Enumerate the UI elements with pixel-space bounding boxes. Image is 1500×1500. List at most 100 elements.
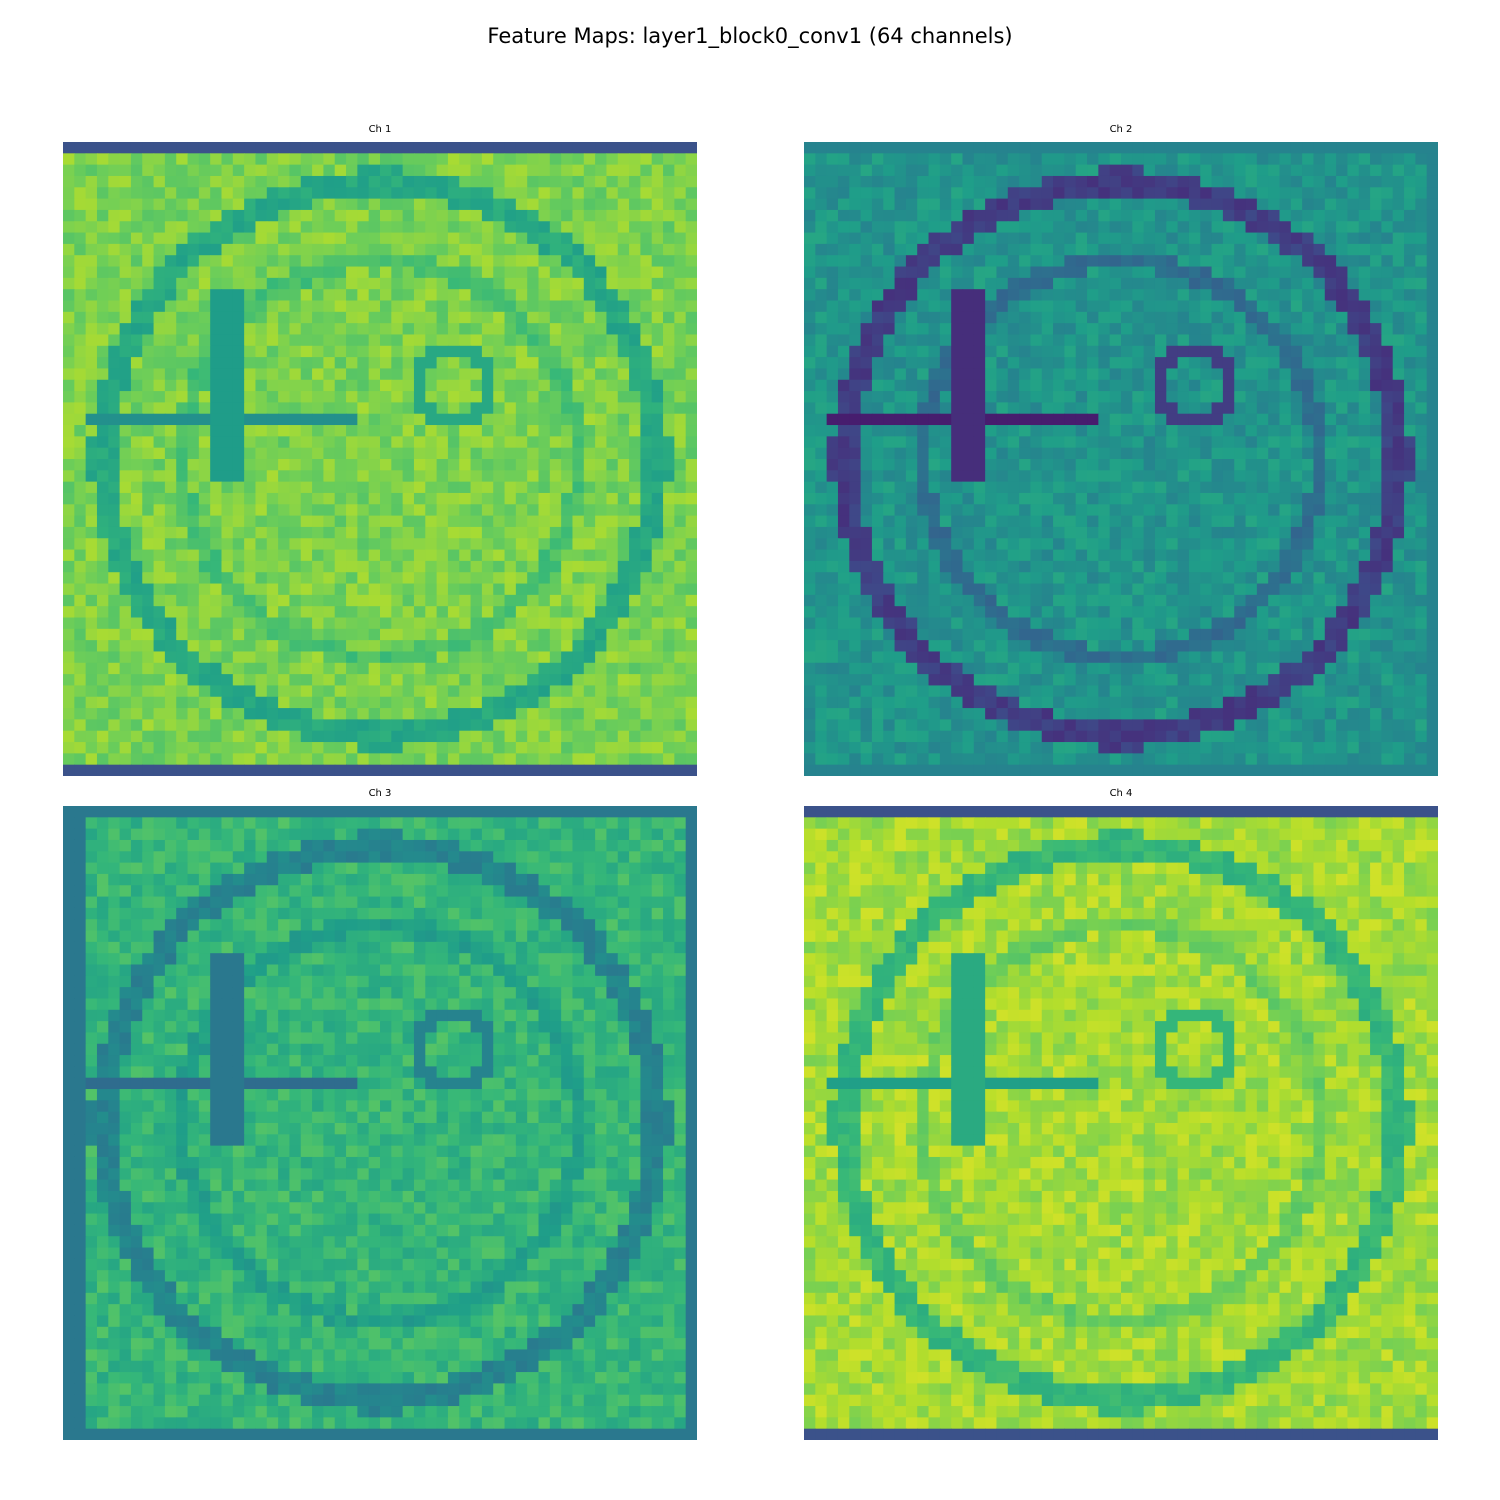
heatmap-cell <box>894 153 907 166</box>
heatmap-cell <box>221 594 234 607</box>
heatmap-cell <box>323 175 336 188</box>
heatmap-cell <box>1392 175 1405 188</box>
heatmap-cell <box>278 742 291 754</box>
heatmap-cell <box>1109 221 1122 234</box>
heatmap-cell <box>187 504 200 517</box>
heatmap-cell <box>1347 470 1360 483</box>
heatmap-cell <box>640 153 653 166</box>
heatmap-cell <box>1381 447 1394 460</box>
heatmap-cell <box>1087 379 1099 392</box>
heatmap-cell <box>436 357 449 370</box>
heatmap-cell <box>63 662 75 675</box>
heatmap-cell <box>391 436 404 449</box>
heatmap-cell <box>849 243 862 256</box>
heatmap-cell <box>436 764 449 776</box>
heatmap-cell <box>1007 266 1020 279</box>
heatmap-cell <box>368 311 381 324</box>
heatmap-cell <box>493 594 506 607</box>
heatmap-cell <box>583 425 596 437</box>
heatmap-cell <box>221 742 234 754</box>
heatmap-cell <box>391 357 404 370</box>
heatmap-cell <box>685 187 697 200</box>
heatmap-cell <box>493 685 506 698</box>
heatmap-cell <box>346 662 358 675</box>
heatmap-cell <box>849 481 862 494</box>
heatmap-cell <box>266 379 279 392</box>
heatmap-cell <box>595 549 608 562</box>
heatmap-cell <box>1392 379 1405 392</box>
heatmap-cell <box>1358 311 1371 324</box>
heatmap-cell <box>142 572 155 585</box>
heatmap-cell <box>504 526 517 539</box>
heatmap-cell <box>391 583 404 596</box>
heatmap-cell <box>595 345 608 358</box>
heatmap-cell <box>1279 243 1292 256</box>
heatmap-cell <box>266 413 279 426</box>
heatmap-cell <box>198 311 211 324</box>
heatmap-cell <box>187 402 200 415</box>
heatmap-cell <box>973 243 986 256</box>
heatmap-cell <box>312 221 324 234</box>
heatmap-cell <box>973 175 986 188</box>
heatmap-cell <box>685 549 697 562</box>
heatmap-cell <box>493 515 506 528</box>
heatmap-cell <box>1030 368 1043 381</box>
heatmap-cell <box>538 481 551 494</box>
heatmap-cell <box>300 696 313 709</box>
heatmap-cell <box>323 628 336 641</box>
heatmap-cell <box>894 164 907 177</box>
heatmap-cell <box>837 459 850 471</box>
heatmap-cell <box>1177 187 1190 200</box>
heatmap-cell <box>939 504 952 517</box>
heatmap-cell <box>939 243 952 256</box>
heatmap-cell <box>515 436 528 449</box>
heatmap-cell <box>1358 266 1371 279</box>
heatmap-cell <box>198 187 211 200</box>
heatmap-cell <box>1404 402 1416 415</box>
heatmap-cell <box>1347 379 1360 392</box>
heatmap-cell <box>130 402 143 415</box>
heatmap-cell <box>1019 459 1032 471</box>
heatmap-cell <box>391 594 404 607</box>
heatmap-cell <box>459 164 472 177</box>
heatmap-cell <box>210 696 223 709</box>
heatmap-cell <box>1336 504 1349 517</box>
heatmap-cell <box>357 221 370 234</box>
heatmap-cell <box>312 164 324 177</box>
heatmap-cell <box>413 662 426 675</box>
heatmap-cell <box>640 323 653 336</box>
heatmap-cell <box>1290 470 1303 483</box>
heatmap-cell <box>1188 255 1201 268</box>
heatmap-cell <box>1347 266 1360 279</box>
heatmap-cell <box>527 594 540 607</box>
heatmap-cell <box>651 323 664 336</box>
heatmap-cell <box>1109 345 1122 358</box>
heatmap-cell <box>629 266 641 279</box>
heatmap-cell <box>1404 300 1416 313</box>
heatmap-cell <box>346 187 358 200</box>
heatmap-cell <box>685 391 697 403</box>
heatmap-cell <box>1381 425 1394 437</box>
heatmap-cell <box>119 187 132 200</box>
heatmap-cell <box>459 492 472 505</box>
heatmap-cell <box>1370 323 1382 336</box>
heatmap-cell <box>504 232 517 245</box>
heatmap-cell <box>1347 368 1360 381</box>
heatmap-cell <box>210 289 223 302</box>
heatmap-cell <box>380 187 392 200</box>
heatmap-cell <box>549 255 562 268</box>
heatmap-cell <box>1381 391 1394 403</box>
heatmap-cell <box>436 379 449 392</box>
heatmap-cell <box>1188 357 1201 370</box>
heatmap-cell <box>815 504 828 517</box>
heatmap-cell <box>96 300 109 313</box>
heatmap-cell <box>323 515 336 528</box>
heatmap-cell <box>651 142 664 154</box>
heatmap-cell <box>1121 436 1133 449</box>
heatmap-cell <box>380 153 392 166</box>
heatmap-cell <box>380 198 392 211</box>
heatmap-cell <box>470 142 483 154</box>
heatmap-cell <box>187 515 200 528</box>
heatmap-cell <box>1381 436 1394 449</box>
heatmap-cell <box>1404 413 1416 426</box>
